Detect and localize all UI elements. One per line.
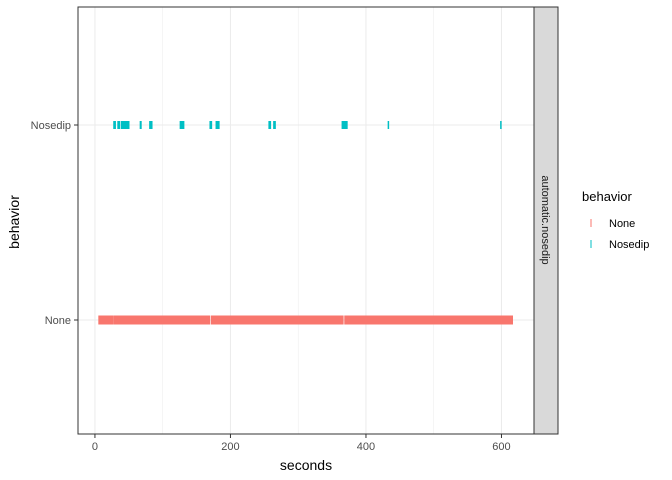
y-tick-label: None <box>45 315 71 327</box>
y-tick-label: Nosedip <box>31 120 71 132</box>
facet-strip: automatic.nosedip <box>533 6 559 435</box>
segment-nosedip <box>209 121 213 129</box>
y-axis-title: behavior <box>6 195 22 249</box>
legend-label-none: None <box>609 218 635 230</box>
facet-strip-label: automatic.nosedip <box>539 175 551 264</box>
segment-nosedip <box>139 121 142 129</box>
x-axis-title: seconds <box>280 457 332 473</box>
segment-nosedip <box>117 121 121 129</box>
segment-none <box>210 315 344 325</box>
segment-nosedip <box>113 121 116 129</box>
segment-none <box>344 315 513 325</box>
legend: behavior None Nosedip <box>582 189 649 252</box>
segment-nosedip <box>273 121 276 129</box>
x-tick-label: 0 <box>92 441 98 453</box>
segment-none <box>98 315 114 325</box>
x-tick-label: 200 <box>221 441 239 453</box>
plot-panel-background <box>78 7 534 434</box>
x-tick-label: 400 <box>357 441 375 453</box>
data-layer <box>98 121 513 325</box>
facet-strip-background <box>533 6 559 435</box>
grid-lines <box>78 7 534 434</box>
legend-title: behavior <box>582 189 633 204</box>
plot-panel <box>78 7 534 434</box>
segment-nosedip <box>120 121 130 129</box>
legend-label-nosedip: Nosedip <box>609 239 649 251</box>
segment-nosedip <box>500 121 502 129</box>
x-tick-label: 600 <box>492 441 510 453</box>
segment-nosedip <box>341 121 348 129</box>
axes: 0 200 400 600 None Nosedip <box>31 120 511 453</box>
segment-nosedip <box>149 121 153 129</box>
segment-nosedip <box>387 121 390 129</box>
segment-nosedip <box>268 121 272 129</box>
segment-none <box>113 315 211 325</box>
segment-nosedip <box>179 121 185 129</box>
segment-nosedip <box>215 121 220 129</box>
